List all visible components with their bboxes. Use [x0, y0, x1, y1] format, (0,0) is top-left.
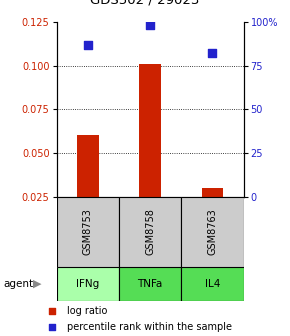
- Bar: [57, 197, 119, 267]
- Bar: [119, 267, 181, 301]
- Text: GSM8753: GSM8753: [83, 208, 93, 255]
- Text: percentile rank within the sample: percentile rank within the sample: [67, 322, 232, 332]
- Point: [86, 42, 90, 47]
- Bar: [202, 188, 223, 240]
- Bar: [139, 64, 161, 240]
- Text: IL4: IL4: [205, 279, 220, 289]
- Point: [210, 51, 215, 56]
- Text: log ratio: log ratio: [67, 306, 107, 316]
- Text: agent: agent: [3, 279, 33, 289]
- Bar: [181, 267, 244, 301]
- Text: TNFa: TNFa: [137, 279, 163, 289]
- Bar: [77, 135, 99, 240]
- Text: ▶: ▶: [33, 279, 42, 289]
- Point: [50, 308, 54, 313]
- Text: GSM8758: GSM8758: [145, 208, 155, 255]
- Bar: [57, 267, 119, 301]
- Bar: [181, 197, 244, 267]
- Bar: [119, 197, 181, 267]
- Point: [50, 325, 54, 330]
- Text: GSM8763: GSM8763: [207, 208, 218, 255]
- Point: [148, 23, 153, 28]
- Text: GDS502 / 29023: GDS502 / 29023: [90, 0, 200, 7]
- Text: IFNg: IFNg: [76, 279, 99, 289]
